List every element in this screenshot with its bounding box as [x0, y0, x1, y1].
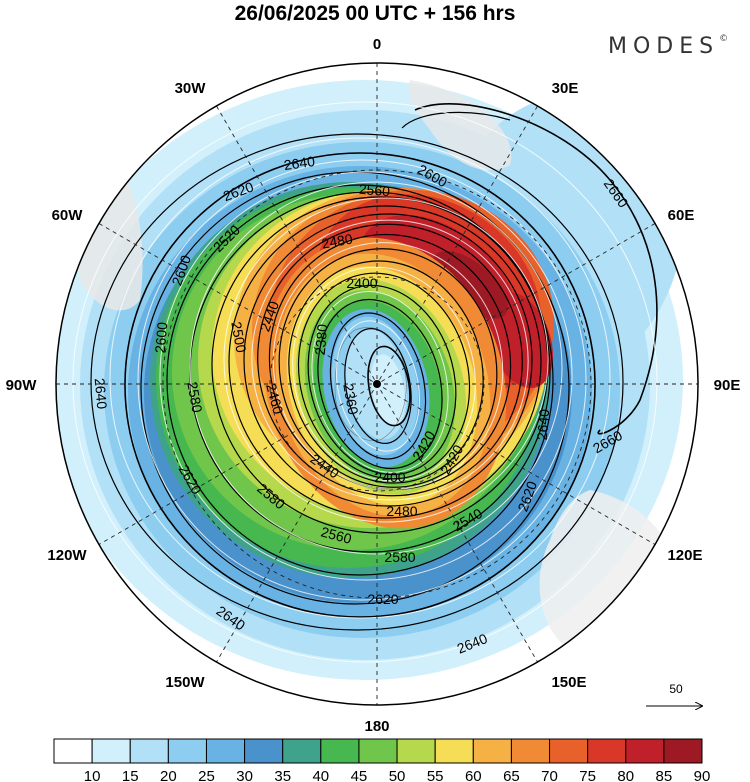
colorbar-swatch: [91, 738, 131, 764]
contour-label: 2600: [152, 321, 171, 354]
contour-label: 2640: [92, 377, 111, 410]
lon-label-30w: 30W: [175, 80, 207, 97]
colorbar-swatch: [53, 738, 93, 764]
contour-labels: 2660 2660 2660 2640 2640 2640 2640 2640 …: [92, 153, 632, 657]
colorbar-tick-label: 25: [198, 768, 215, 782]
lon-label-150e: 150E: [551, 674, 586, 691]
contour-label: 2360: [340, 382, 361, 416]
contour-label: 2560: [319, 523, 353, 547]
lon-label-90w: 90W: [6, 377, 38, 394]
colorbar-swatch: [282, 738, 322, 764]
colorbar-swatch: [472, 738, 512, 764]
contour-label: 2580: [384, 549, 415, 565]
colorbar-tick-label: 40: [312, 768, 329, 782]
vector-scale-label: 50: [669, 682, 683, 696]
colorbar-tick-label: 65: [503, 768, 520, 782]
lon-label-120e: 120E: [667, 547, 702, 564]
lon-label-0: 0: [373, 36, 381, 53]
colorbar-swatch: [434, 738, 474, 764]
contour-label: 2640: [534, 408, 553, 441]
speed-band-90: [432, 250, 508, 320]
wind-streamlines: [72, 101, 658, 663]
colorbar-swatch: [549, 738, 589, 764]
colorbar-swatch: [358, 738, 398, 764]
colorbar-swatch: [244, 738, 284, 764]
contour-label: 2380: [312, 323, 331, 356]
colorbar-tick-label: 10: [84, 768, 101, 782]
contour-label: 2480: [320, 230, 354, 251]
colorbar-swatch: [587, 738, 627, 764]
colorbar-tick-label: 55: [427, 768, 444, 782]
lon-label-90e: 90E: [714, 377, 741, 394]
copyright-mark: ©: [719, 34, 729, 44]
vector-scale: 50: [646, 682, 702, 706]
lon-label-180: 180: [364, 718, 389, 735]
africa-land: [408, 80, 512, 171]
colorbar-swatch: [625, 738, 665, 764]
colorbar: 10 15 20 25 30 35 40 45 50 55 60 65 70 75 80 85 90: [53, 738, 711, 782]
lon-label-120w: 120W: [47, 547, 87, 564]
contour-label: 2560: [358, 181, 391, 200]
map-title: 26/06/2025 00 UTC + 156 hrs: [234, 2, 516, 25]
colorbar-swatch: [510, 738, 551, 764]
contour-label: 2400: [346, 275, 377, 291]
colorbar-tick-label: 60: [465, 768, 482, 782]
colorbar-swatch: [167, 738, 207, 764]
colorbar-tick-label: 80: [617, 768, 634, 782]
brand-name: MODES: [608, 34, 720, 59]
contour-label: 2400: [374, 469, 405, 485]
colorbar-swatch: [205, 738, 246, 764]
map-disc: [56, 63, 698, 705]
colorbar-tick-label: 20: [160, 768, 177, 782]
colorbar-tick-label: 45: [351, 768, 368, 782]
contour-label: 2580: [184, 380, 205, 414]
contour-label: 2500: [228, 320, 249, 354]
colorbar-swatch: [320, 738, 360, 764]
longitude-labels: 0 30E 60E 90E 120E 150E 180 150W 120W 90…: [6, 36, 741, 735]
contour-label: 2640: [283, 153, 316, 173]
colorbar-tick-label: 90: [694, 768, 711, 782]
colorbar-tick-label: 85: [656, 768, 673, 782]
colorbar-swatch: [663, 738, 703, 764]
contour-label: 2480: [386, 503, 417, 519]
lon-label-60e: 60E: [668, 207, 695, 224]
south-pole-marker: [373, 380, 381, 388]
map-frame: [55, 62, 699, 706]
colorbar-tick-label: 75: [579, 768, 596, 782]
south-america-land: [76, 150, 143, 311]
lon-label-150w: 150W: [165, 674, 205, 691]
brand-logo: MODES©: [608, 34, 728, 59]
colorbar-tick-label: 15: [122, 768, 139, 782]
lon-label-30e: 30E: [552, 80, 579, 97]
contour-label: 2620: [367, 591, 398, 607]
colorbar-tick-label: 35: [274, 768, 291, 782]
colorbar-swatch: [396, 738, 436, 764]
colorbar-tick-label: 50: [389, 768, 406, 782]
colorbar-tick-label: 70: [541, 768, 558, 782]
lon-label-60w: 60W: [52, 207, 84, 224]
colorbar-tick-label: 30: [236, 768, 253, 782]
colorbar-swatch: [129, 738, 169, 764]
contour-label: 2460: [263, 382, 287, 416]
